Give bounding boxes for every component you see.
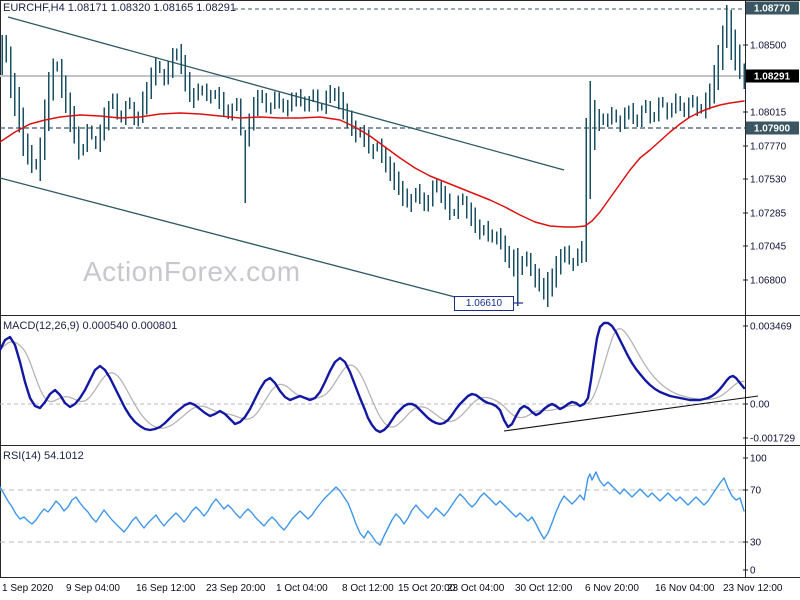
macd-tick-label: -0.001729 — [750, 434, 795, 445]
price-badge-label: 1.08291 — [754, 72, 791, 83]
time-axis-label: 1 Sep 2020 — [2, 583, 54, 594]
rsi-line — [0, 471, 745, 546]
channel-lower-trendline — [0, 177, 456, 298]
rsi-tick-label: 100 — [750, 454, 767, 465]
price-badge-label: 1.08770 — [754, 4, 791, 15]
time-axis-label: 23 Sep 20:00 — [206, 583, 266, 594]
time-axis-label: 6 Nov 20:00 — [585, 583, 639, 594]
price-tick-label: 1.07285 — [750, 209, 787, 220]
time-axis-label: 9 Sep 04:00 — [66, 583, 120, 594]
time-axis-label: 16 Sep 12:00 — [136, 583, 196, 594]
macd-tick-label: 0.00 — [750, 400, 770, 411]
swing-low-callout: 1.06610 — [454, 296, 514, 311]
price-tick-label: 1.08015 — [750, 108, 787, 119]
macd-header: MACD(12,26,9) 0.000540 0.000801 — [3, 320, 178, 332]
price-badge-bg — [746, 121, 799, 135]
rsi-panel — [0, 457, 748, 571]
price-bars — [1, 5, 745, 307]
price-tick-label: 1.07045 — [750, 242, 787, 253]
macd-line — [0, 321, 746, 434]
macd-tick-label: 0.003469 — [750, 322, 792, 333]
time-axis-label: 8 Oct 12:00 — [342, 583, 394, 594]
time-axis-label: 16 Nov 04:00 — [655, 583, 715, 594]
price-tick-label: 1.07770 — [750, 142, 787, 153]
watermark: ActionForex.com — [83, 256, 301, 287]
panel-borders — [0, 0, 800, 578]
rsi-tick-label: 30 — [750, 538, 762, 549]
price-badge-bg — [746, 69, 799, 83]
channel-upper-trendline — [7, 16, 565, 171]
time-axis-label: 23 Oct 04:00 — [447, 583, 505, 594]
time-axis-label: 23 Nov 12:00 — [723, 583, 783, 594]
rsi-header: RSI(14) 54.1012 — [3, 450, 84, 462]
time-axis-label: 1 Oct 04:00 — [276, 583, 328, 594]
macd-signal-line — [0, 327, 745, 429]
symbol-ohlc-title: EURCHF,H4 1.08171 1.08320 1.08165 1.0829… — [3, 2, 237, 14]
price-badge-label: 1.07900 — [754, 124, 791, 135]
rsi-tick-label: 0 — [750, 566, 756, 577]
rsi-tick-label: 70 — [750, 486, 762, 497]
price-tick-label: 1.07530 — [750, 175, 787, 186]
moving-average-line — [0, 100, 745, 228]
price-badge-bg — [746, 1, 799, 15]
time-axis-label: 15 Oct 20:00 — [398, 583, 456, 594]
price-tick-label: 1.08500 — [750, 41, 787, 52]
macd-panel — [0, 321, 759, 439]
price-axis — [743, 1, 799, 281]
price-tick-label: 1.06800 — [750, 276, 787, 287]
time-axis-label: 30 Oct 12:00 — [515, 583, 573, 594]
macd-trendline — [503, 395, 759, 432]
